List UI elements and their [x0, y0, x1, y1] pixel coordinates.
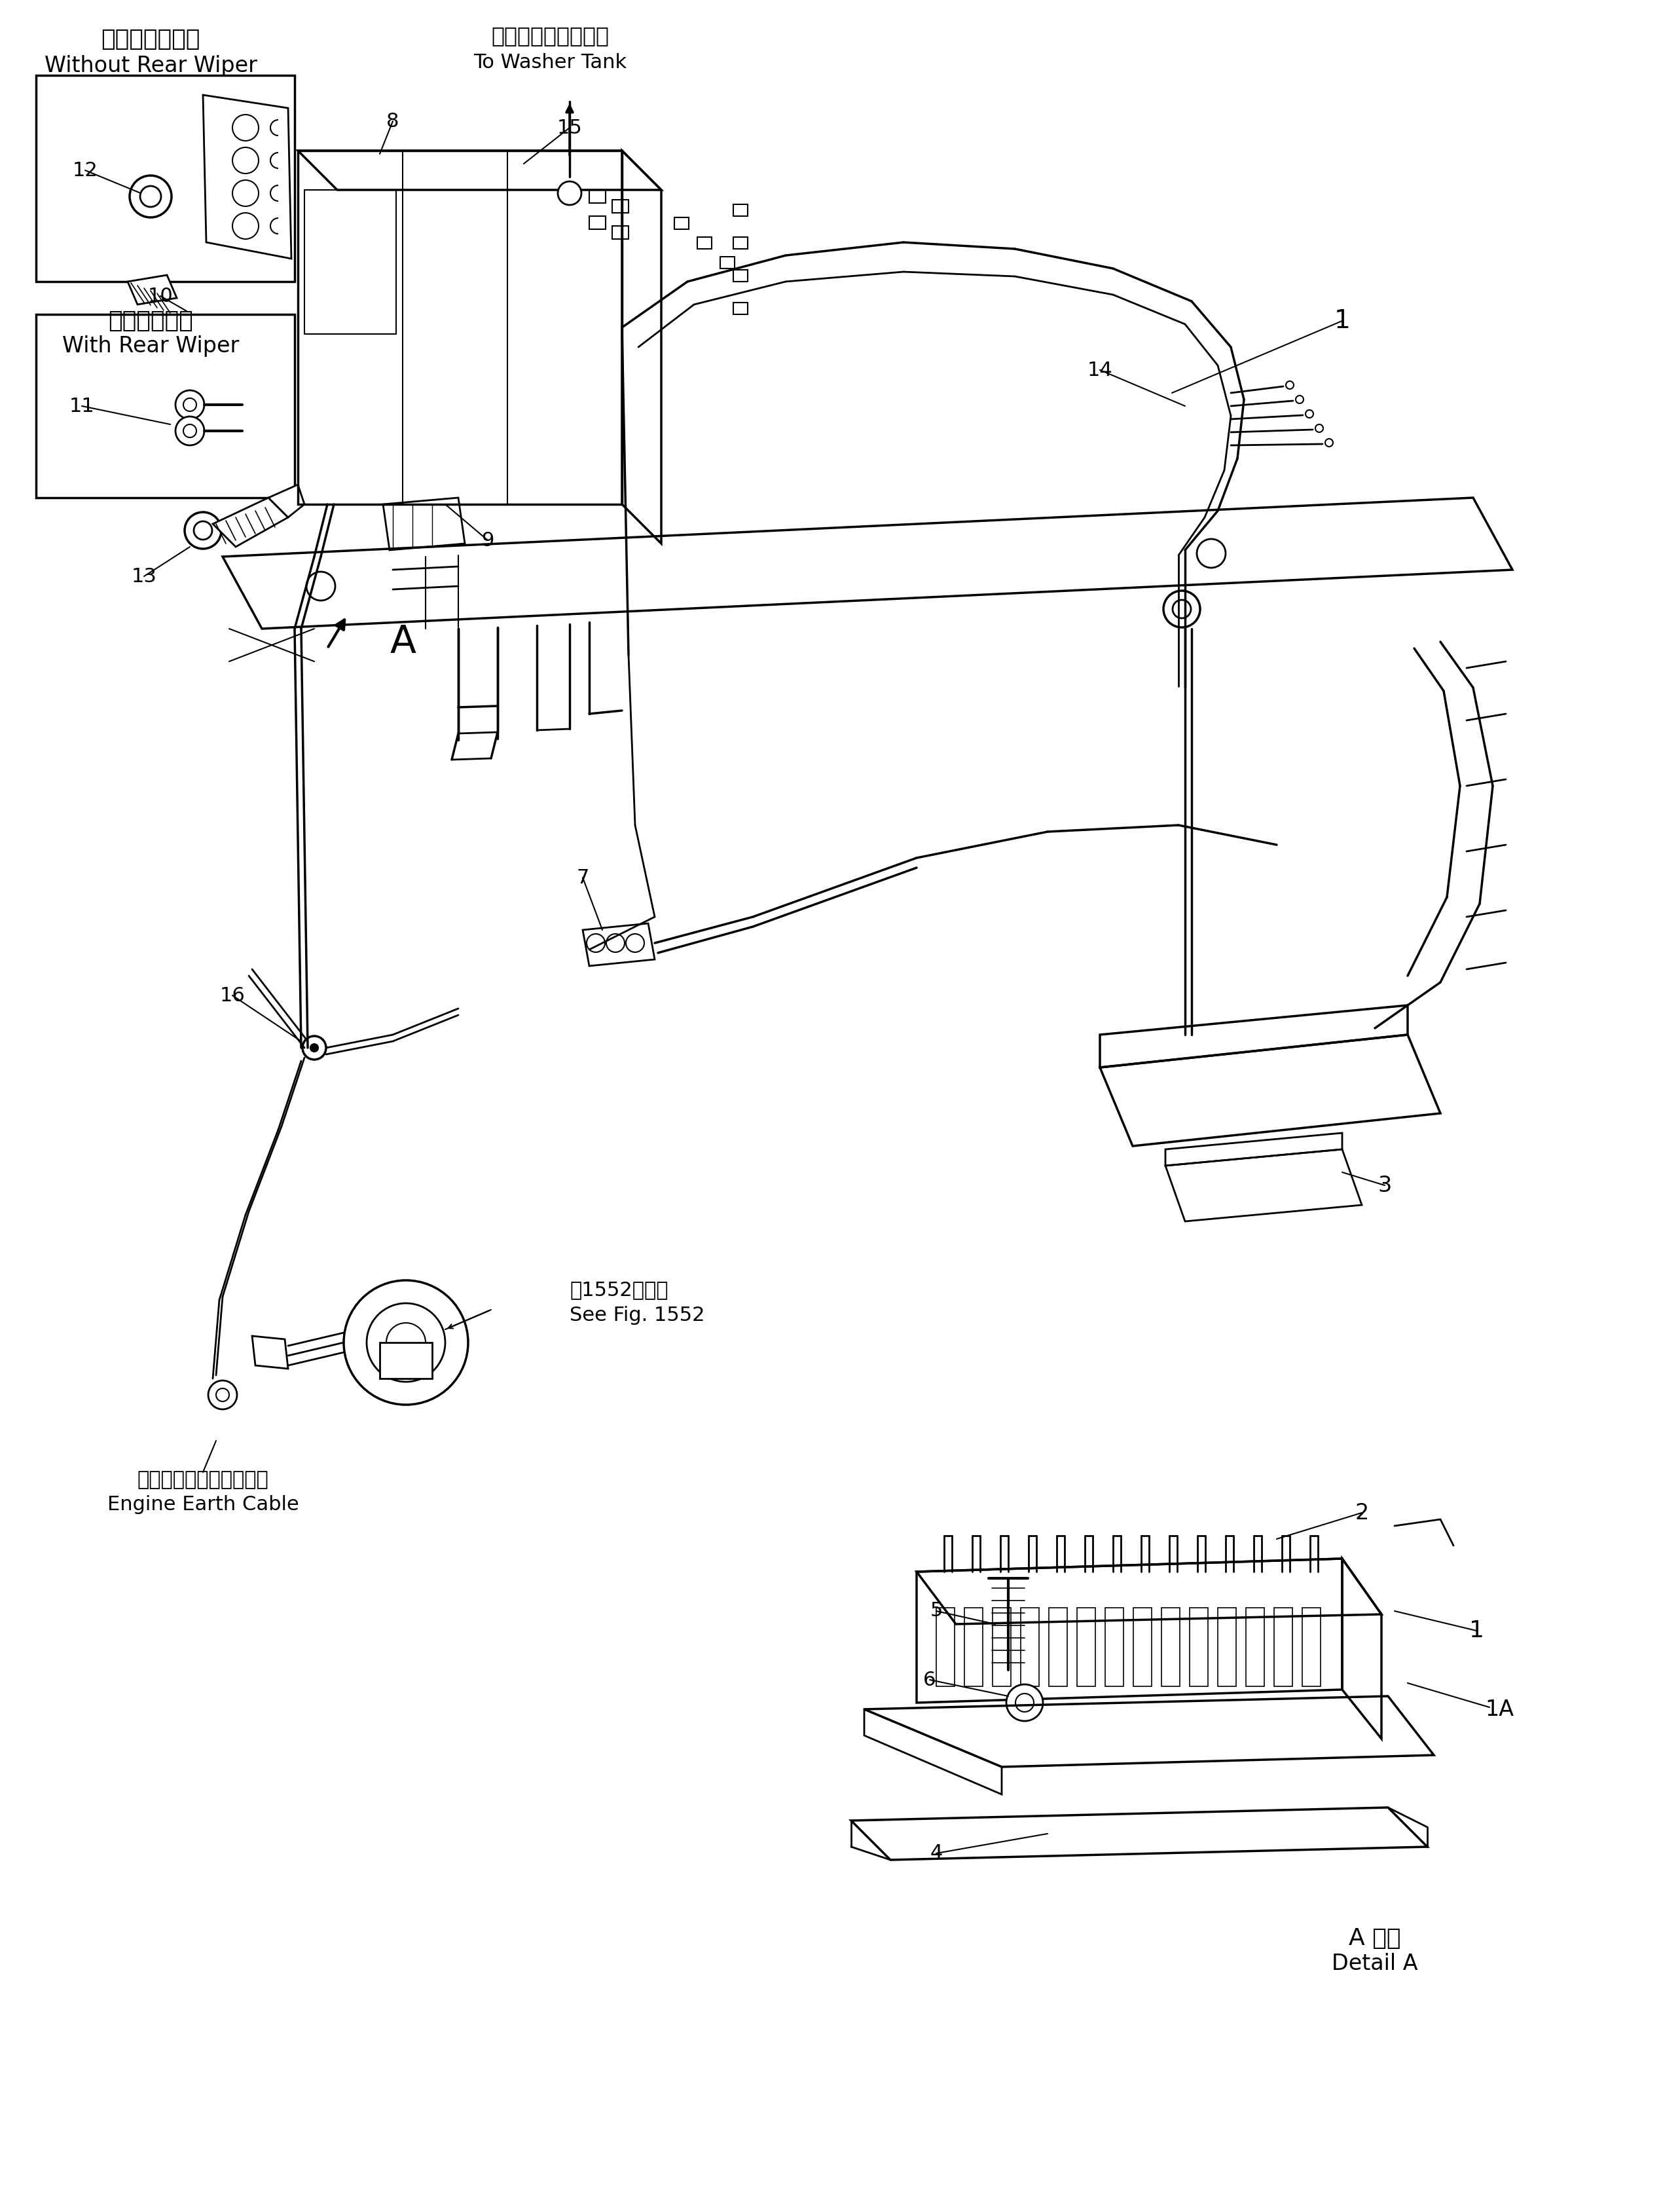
Text: With Rear Wiper: With Rear Wiper — [62, 335, 239, 357]
Text: エンジンアースケーブル: エンジンアースケーブル — [138, 1471, 269, 1491]
Circle shape — [232, 115, 259, 141]
Bar — [732, 269, 748, 282]
Circle shape — [311, 1043, 318, 1052]
Text: 1A: 1A — [1485, 1698, 1514, 1720]
Bar — [1302, 1607, 1320, 1687]
Bar — [1218, 1607, 1236, 1687]
Circle shape — [232, 181, 259, 207]
Bar — [674, 218, 689, 229]
Circle shape — [558, 181, 581, 205]
Circle shape — [139, 185, 161, 207]
Circle shape — [217, 1389, 228, 1402]
Bar — [1273, 1607, 1292, 1687]
Text: 13: 13 — [131, 567, 156, 587]
Text: 5: 5 — [931, 1601, 942, 1621]
Circle shape — [175, 390, 205, 419]
Text: 9: 9 — [482, 531, 494, 549]
Text: 7: 7 — [576, 869, 590, 886]
Polygon shape — [213, 498, 287, 547]
Circle shape — [1196, 538, 1226, 567]
Circle shape — [193, 520, 212, 540]
Circle shape — [586, 935, 605, 953]
Circle shape — [606, 935, 625, 953]
Text: 2: 2 — [1354, 1502, 1369, 1524]
Bar — [1021, 1607, 1038, 1687]
Bar — [1048, 1607, 1067, 1687]
Circle shape — [1006, 1685, 1043, 1722]
Text: 14: 14 — [1087, 359, 1112, 379]
Bar — [732, 302, 748, 315]
Circle shape — [1326, 439, 1332, 448]
Circle shape — [1315, 423, 1324, 432]
Bar — [590, 216, 605, 229]
Circle shape — [386, 1323, 425, 1363]
Text: 6: 6 — [924, 1669, 936, 1689]
Polygon shape — [269, 485, 304, 518]
Text: Engine Earth Cable: Engine Earth Cable — [108, 1495, 299, 1515]
Text: 12: 12 — [72, 161, 97, 181]
Text: Detail A: Detail A — [1332, 1954, 1418, 1973]
Bar — [993, 1607, 1011, 1687]
Text: See Fig. 1552: See Fig. 1552 — [570, 1305, 706, 1325]
Polygon shape — [128, 276, 176, 304]
Bar — [380, 1343, 432, 1378]
Bar — [1189, 1607, 1208, 1687]
Circle shape — [1295, 395, 1304, 404]
Bar — [721, 256, 734, 269]
Circle shape — [1305, 410, 1314, 417]
Bar — [590, 190, 605, 203]
Bar — [697, 238, 712, 249]
Bar — [304, 190, 396, 333]
Text: 11: 11 — [69, 397, 94, 415]
Bar — [1105, 1607, 1124, 1687]
Text: A: A — [390, 624, 415, 661]
Text: A 詳細: A 詳細 — [1349, 1927, 1401, 1949]
Text: ウォッシャタンクへ: ウォッシャタンクへ — [491, 24, 608, 46]
Text: 15: 15 — [556, 119, 583, 137]
Text: 1: 1 — [1468, 1618, 1483, 1643]
Bar — [936, 1607, 954, 1687]
Circle shape — [306, 571, 336, 600]
Circle shape — [302, 1036, 326, 1061]
Bar — [612, 225, 628, 238]
Circle shape — [208, 1380, 237, 1409]
Text: 10: 10 — [148, 287, 173, 306]
Circle shape — [1164, 591, 1200, 628]
Text: 3: 3 — [1378, 1175, 1391, 1195]
Bar — [35, 75, 294, 282]
Circle shape — [183, 423, 197, 437]
Text: 第1552図参照: 第1552図参照 — [570, 1281, 669, 1299]
Bar — [1077, 1607, 1095, 1687]
Text: リヤワイバなし: リヤワイバなし — [101, 29, 200, 51]
Text: Without Rear Wiper: Without Rear Wiper — [44, 55, 257, 77]
Bar — [612, 201, 628, 214]
Circle shape — [1015, 1693, 1033, 1711]
Circle shape — [232, 148, 259, 174]
Circle shape — [627, 935, 643, 953]
Bar — [1134, 1607, 1152, 1687]
Circle shape — [185, 512, 222, 549]
Text: リヤワイバ付: リヤワイバ付 — [108, 309, 193, 333]
Bar — [35, 315, 294, 498]
Bar — [1161, 1607, 1179, 1687]
Bar — [964, 1607, 983, 1687]
Circle shape — [366, 1303, 445, 1383]
Circle shape — [183, 399, 197, 412]
Text: 8: 8 — [386, 112, 400, 130]
Bar — [732, 205, 748, 216]
Text: 16: 16 — [220, 986, 245, 1005]
Bar — [1247, 1607, 1265, 1687]
Circle shape — [232, 214, 259, 238]
Circle shape — [129, 176, 171, 218]
Bar — [732, 238, 748, 249]
Circle shape — [175, 417, 205, 445]
Text: 1: 1 — [1334, 309, 1351, 333]
Text: 4: 4 — [931, 1843, 942, 1863]
Text: To Washer Tank: To Washer Tank — [474, 53, 627, 73]
Circle shape — [1285, 381, 1294, 388]
Circle shape — [344, 1281, 469, 1405]
Circle shape — [1173, 600, 1191, 617]
